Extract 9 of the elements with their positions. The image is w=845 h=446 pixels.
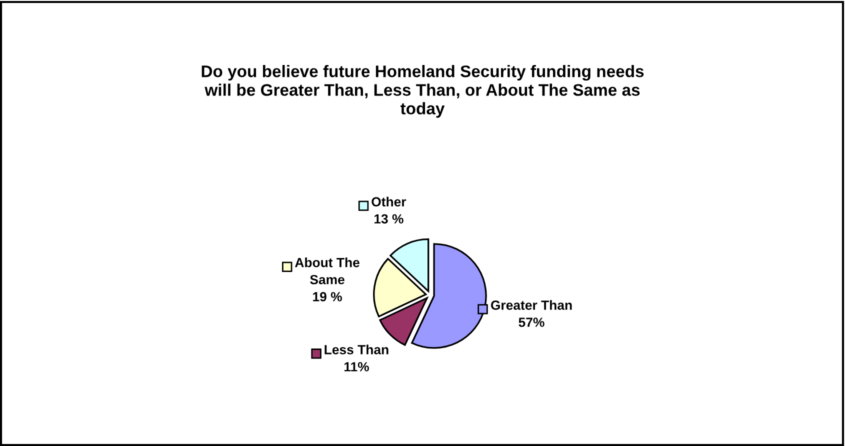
- data-label: 13 %: [374, 214, 404, 224]
- data-label: 57%: [518, 318, 544, 327]
- legend-label: Greater Than: [490, 300, 572, 310]
- legend-label: Other: [372, 196, 406, 206]
- legend-label: Less Than: [324, 344, 388, 354]
- legend-label: About The Same: [295, 258, 360, 284]
- data-label: 19 %: [313, 292, 342, 302]
- data-label: 11%: [344, 362, 369, 372]
- chart-title: Do you believe future Homeland Security funding needs will be Greater Than, Less Than, or About The Same as today: [202, 65, 644, 118]
